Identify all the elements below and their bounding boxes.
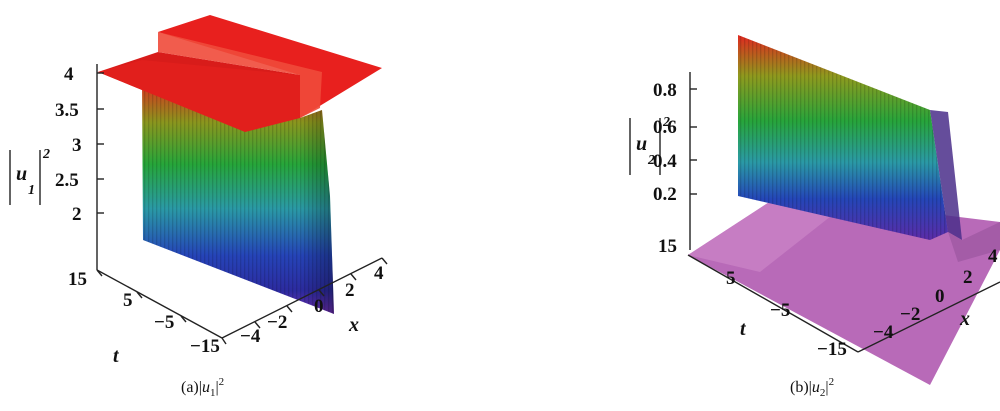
t-axis-label-b: t bbox=[740, 318, 747, 340]
t-axis-label-a: t bbox=[113, 345, 120, 367]
t-ticks-b: 15 5 −5 −15 bbox=[658, 236, 847, 360]
t-tick-label: 5 bbox=[123, 290, 133, 311]
x-tick-label: 4 bbox=[988, 246, 998, 267]
x-tick-label: −2 bbox=[267, 312, 287, 333]
surface-b-base-highlight bbox=[688, 195, 845, 272]
caption-a: (a)|u1|2 bbox=[181, 376, 224, 399]
surface-b-right-plane bbox=[948, 222, 1000, 262]
surface-b-wall-shadow bbox=[930, 110, 962, 240]
t-ticks-a: 15 5 −5 −15 bbox=[68, 269, 220, 357]
z-tick-label: 0.6 bbox=[653, 117, 677, 138]
x-tick-label: 2 bbox=[963, 267, 973, 288]
z-tick-label: 3 bbox=[72, 135, 82, 156]
t-tick-label: 15 bbox=[658, 236, 677, 257]
svg-text:u: u bbox=[16, 163, 27, 185]
surface-b-wall-stripes bbox=[738, 35, 948, 240]
x-tick-label: 2 bbox=[345, 280, 355, 301]
x-tick-label: 0 bbox=[935, 286, 945, 307]
x-axis-label-b: x bbox=[959, 308, 970, 330]
x-ticks-b: −4 −2 0 2 4 bbox=[873, 246, 998, 343]
t-tick-label: −15 bbox=[817, 339, 847, 360]
z-tick-label: 2.5 bbox=[55, 170, 79, 191]
x-tick-label: 0 bbox=[314, 296, 324, 317]
x-ticks-a: −4 −2 0 2 4 bbox=[240, 263, 384, 347]
surface-a-back-plane bbox=[158, 15, 382, 118]
svg-text:2: 2 bbox=[42, 147, 50, 162]
x-tick-label: 4 bbox=[374, 263, 384, 284]
z-ticks-a: 4 3.5 3 2.5 2 bbox=[55, 64, 82, 225]
surface-a-ridge bbox=[158, 32, 322, 118]
z-tick-label: 3.5 bbox=[55, 100, 79, 121]
t-tick-label: −15 bbox=[190, 336, 220, 357]
x-tick-label: −2 bbox=[900, 304, 920, 325]
x-axis-label-a: x bbox=[348, 314, 359, 336]
axes-b bbox=[687, 72, 1000, 353]
z-tick-label: 0.2 bbox=[653, 184, 677, 205]
surface-plot-a bbox=[98, 15, 382, 314]
surface-a-wall-stripes bbox=[142, 80, 334, 314]
z-ticks-b: 0.8 0.6 0.4 0.2 bbox=[653, 80, 677, 205]
svg-text:2: 2 bbox=[647, 153, 655, 168]
svg-text:u: u bbox=[636, 133, 647, 155]
z-tick-label: 4 bbox=[64, 64, 74, 85]
z-axis-label-b: u 2 2 bbox=[629, 115, 670, 175]
z-tick-label: 0.4 bbox=[653, 151, 677, 172]
z-axis-label-a: u 1 2 bbox=[9, 147, 50, 205]
z-tick-label: 0.8 bbox=[653, 80, 677, 101]
surface-a-wall-shade bbox=[300, 110, 334, 314]
svg-text:2: 2 bbox=[662, 115, 670, 130]
surface-plot-b bbox=[688, 35, 1000, 385]
t-tick-label: 15 bbox=[68, 269, 87, 290]
z-tick-label: 2 bbox=[72, 204, 82, 225]
axes-a bbox=[96, 64, 388, 345]
x-tick-label: −4 bbox=[873, 322, 894, 343]
caption-b: (b)|u2|2 bbox=[790, 376, 834, 399]
t-tick-label: −5 bbox=[154, 312, 174, 333]
svg-text:1: 1 bbox=[28, 183, 35, 198]
surface-a-front-plane-top bbox=[98, 60, 300, 132]
t-tick-label: −5 bbox=[770, 300, 790, 321]
t-tick-label: 5 bbox=[726, 268, 736, 289]
x-tick-label: −4 bbox=[240, 326, 261, 347]
